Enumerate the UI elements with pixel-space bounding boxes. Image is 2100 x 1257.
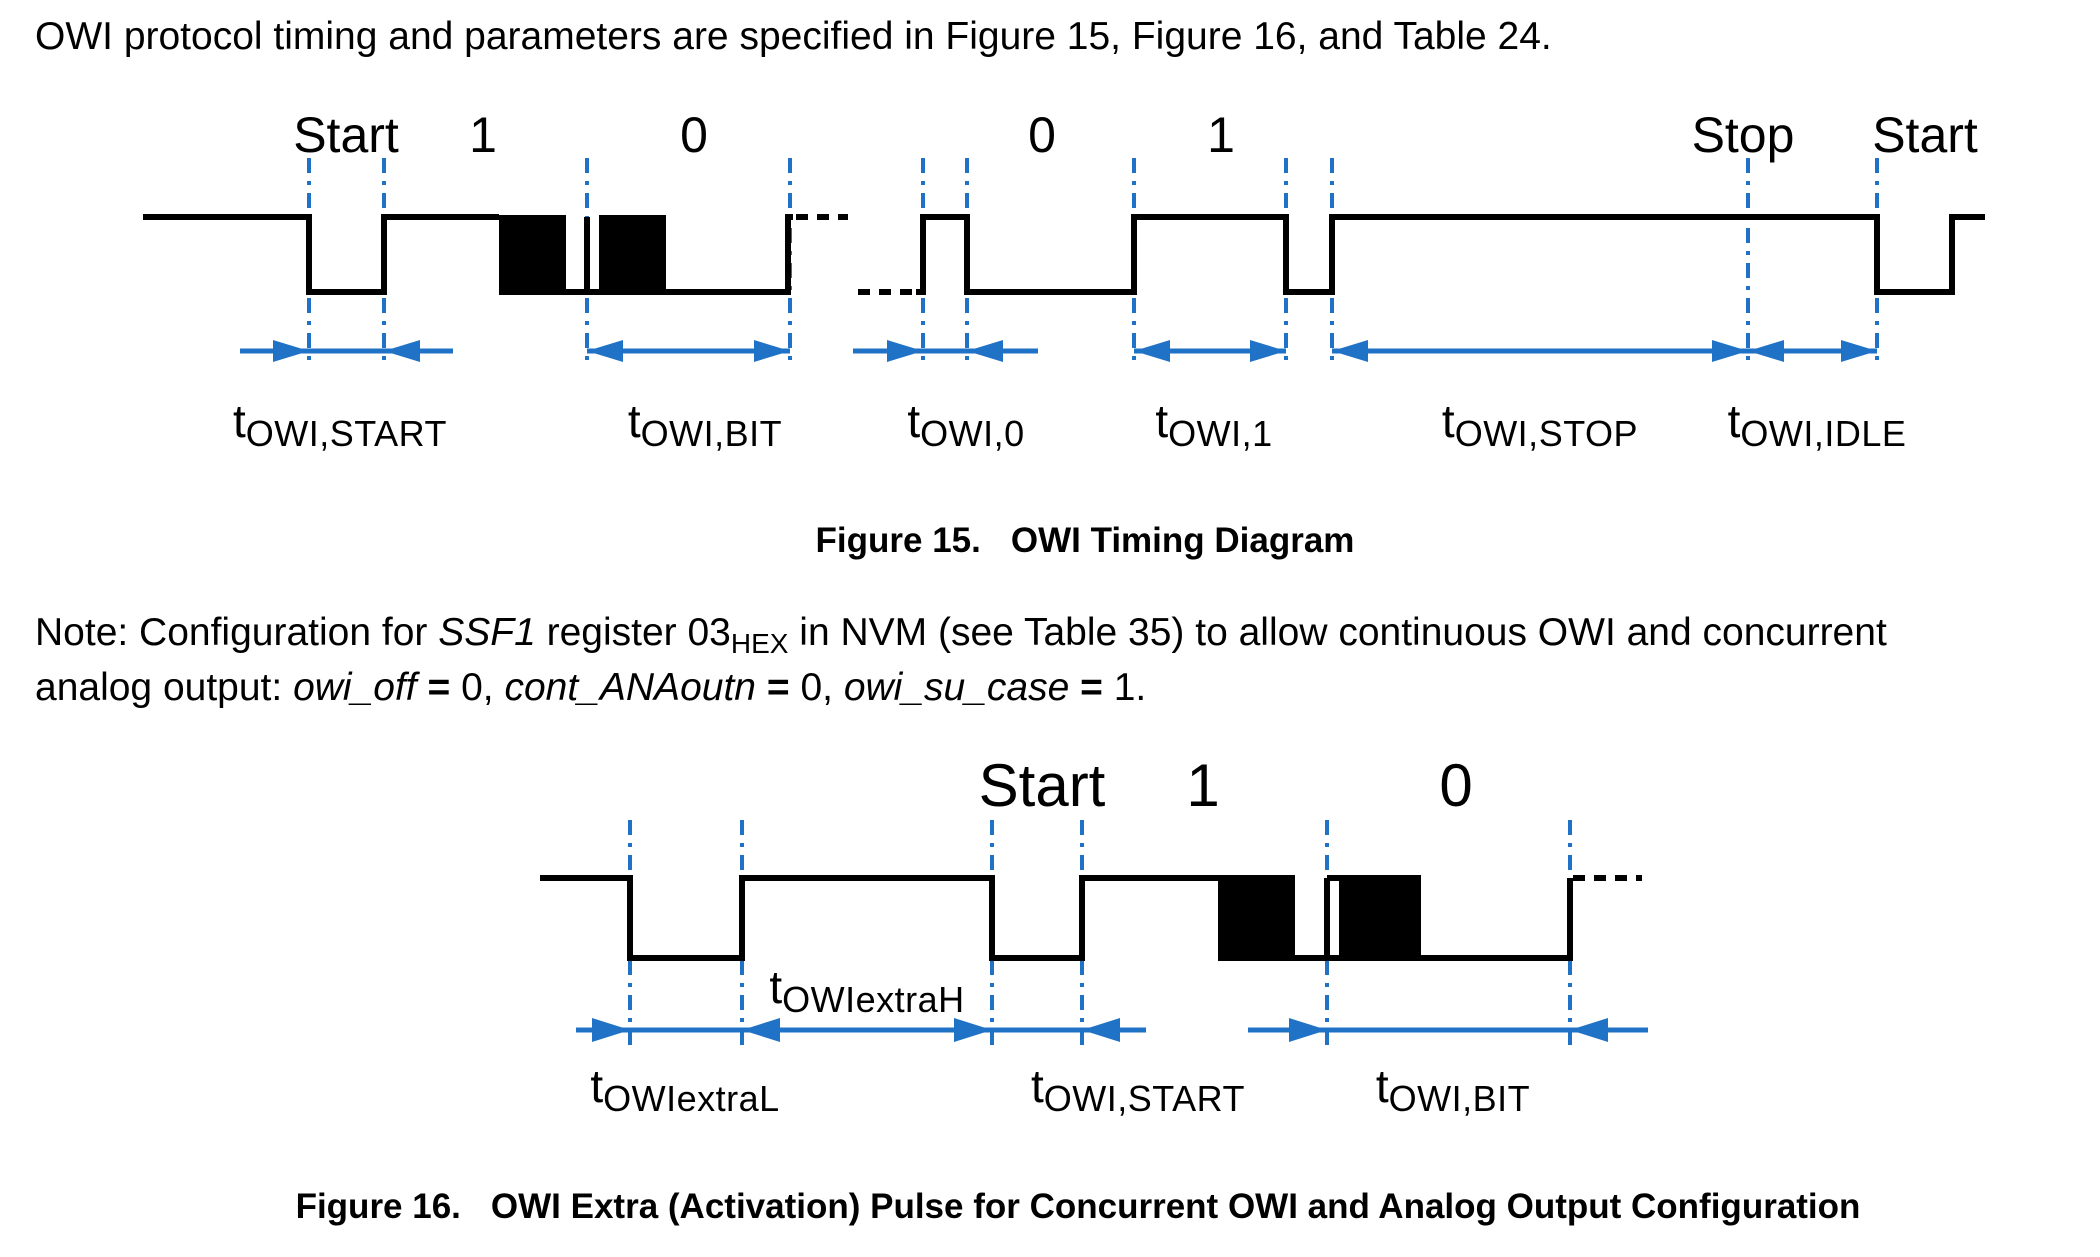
fig15-label-start1: Start (293, 107, 399, 163)
arrowhead-left-icon (1082, 1018, 1120, 1042)
timing-label-owi-start: tOWI,START (1031, 1060, 1245, 1119)
fig16-label-zero: 0 (1439, 752, 1472, 819)
fig15-label-zero1: 0 (680, 107, 708, 163)
fig16-guide-lines (628, 820, 1572, 1048)
arrowhead-left-icon (384, 340, 420, 362)
note-line-1: Note: Configuration for SSF1 register 03… (35, 611, 1887, 659)
note-paragraph: Note: Configuration for SSF1 register 03… (35, 611, 1887, 709)
fig16-label-start: Start (979, 752, 1106, 819)
timing-label-owi-extra-l: tOWIextraL (590, 1060, 779, 1119)
fig15-dimension-arrowheads (273, 340, 1877, 362)
note-line-2: analog output: owi_off = 0, cont_ANAoutn… (35, 666, 1146, 709)
fig16-label-one: 1 (1186, 752, 1219, 819)
fig16-waveform (540, 875, 1642, 961)
waveform-path (540, 875, 1573, 961)
fig16-data-blocks (1218, 875, 1421, 961)
arrowhead-right-icon (887, 340, 923, 362)
fig15-waveform (143, 214, 1985, 295)
fig15-label-zero2: 0 (1028, 107, 1056, 163)
arrowhead-right-icon (1289, 1018, 1327, 1042)
arrowhead-left-icon (1134, 340, 1170, 362)
arrowhead-right-icon (1250, 340, 1286, 362)
timing-label-owi-0: tOWI,0 (907, 395, 1024, 454)
timing-label-owi-1: tOWI,1 (1155, 395, 1272, 454)
arrowhead-left-icon (967, 340, 1003, 362)
arrowhead-left-icon (742, 1018, 780, 1042)
timing-label-owi-bit: tOWI,BIT (628, 395, 782, 454)
fig15-top-labels: Start 1 0 0 1 Stop Start (293, 107, 1978, 163)
arrowhead-right-icon (754, 340, 790, 362)
fig15-label-one2: 1 (1207, 107, 1235, 163)
data-uncertainty-block (1218, 875, 1295, 961)
arrowhead-right-icon (273, 340, 309, 362)
fig16-timing-labels: tOWIextraH tOWIextraL tOWI,START tOWI,BI… (590, 961, 1530, 1119)
fig15-label-start2: Start (1872, 107, 1978, 163)
arrowhead-right-icon (1841, 340, 1877, 362)
arrowhead-left-icon (587, 340, 623, 362)
figure16-extra-pulse-diagram: Start 1 0 (296, 752, 1861, 1226)
data-uncertainty-block (599, 215, 666, 295)
timing-label-owi-idle: tOWI,IDLE (1728, 395, 1907, 454)
fig16-top-labels: Start 1 0 (979, 752, 1473, 819)
arrowhead-left-icon (1748, 340, 1784, 362)
arrowhead-left-icon (1332, 340, 1368, 362)
timing-label-owi-extra-h: tOWIextraH (769, 961, 964, 1020)
arrowhead-right-icon (1712, 340, 1748, 362)
fig15-timing-labels: tOWI,START tOWI,BIT tOWI,0 tOWI,1 tOWI,S… (233, 395, 1906, 454)
timing-label-owi-start: tOWI,START (233, 395, 447, 454)
timing-label-owi-bit: tOWI,BIT (1376, 1060, 1530, 1119)
fig15-caption: Figure 15. OWI Timing Diagram (816, 521, 1355, 560)
fig15-label-stop: Stop (1692, 107, 1795, 163)
fig15-data-blocks (499, 215, 666, 295)
data-uncertainty-block (1339, 875, 1421, 961)
data-uncertainty-block (499, 215, 566, 295)
fig16-dimension-arrowheads (592, 1018, 1608, 1042)
intro-text: OWI protocol timing and parameters are s… (35, 15, 1552, 58)
waveform-path (143, 214, 1985, 295)
fig15-label-one1: 1 (469, 107, 497, 163)
arrowhead-right-icon (954, 1018, 992, 1042)
fig16-caption: Figure 16. OWI Extra (Activation) Pulse f… (296, 1187, 1861, 1226)
figure15-timing-diagram: Start 1 0 0 1 Stop Start (143, 107, 1985, 560)
timing-label-owi-stop: tOWI,STOP (1442, 395, 1638, 454)
arrowhead-right-icon (592, 1018, 630, 1042)
arrowhead-left-icon (1570, 1018, 1608, 1042)
